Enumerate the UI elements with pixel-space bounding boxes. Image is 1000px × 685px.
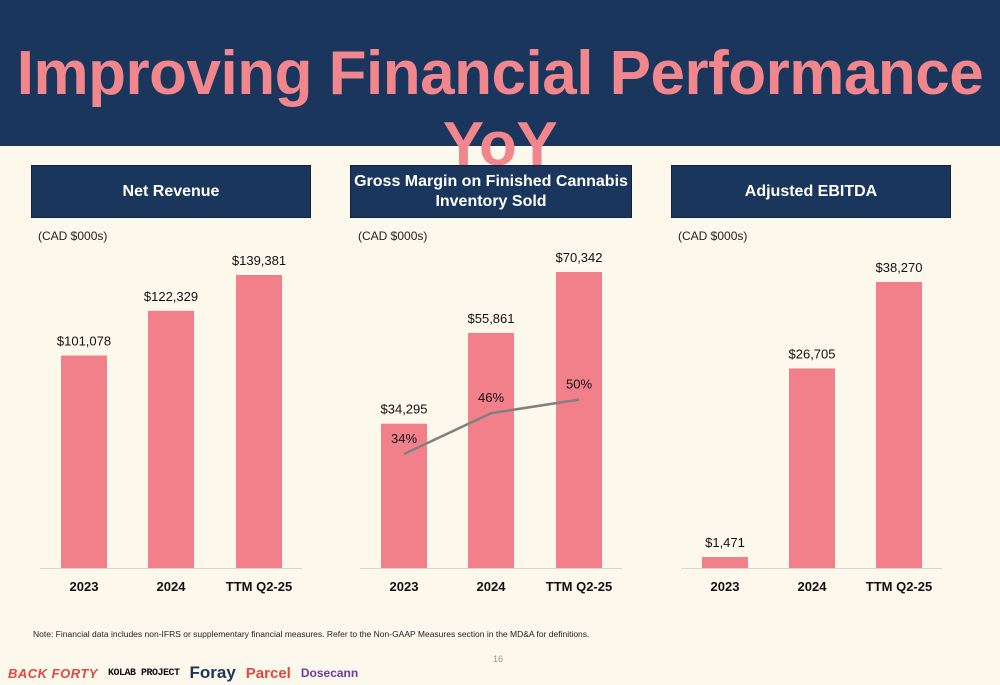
chart-1-value-label-0: $34,295 bbox=[381, 402, 428, 417]
chart-1-margin-label-1: 46% bbox=[478, 390, 504, 405]
unit-label-adjusted-ebitda: (CAD $000s) bbox=[678, 229, 748, 243]
chart-2-value-label-1: $26,705 bbox=[789, 346, 836, 361]
brand-logo-parcel: Parcel bbox=[245, 664, 291, 682]
panel-title-adjusted-ebitda: Adjusted EBITDA bbox=[671, 165, 951, 218]
chart-0-bar-1 bbox=[148, 310, 194, 568]
chart-2-category-label-2: TTM Q2-25 bbox=[866, 579, 932, 594]
chart-2-bar-1 bbox=[789, 368, 835, 568]
chart-1-margin-label-0: 34% bbox=[391, 431, 417, 446]
chart-1-bar-1 bbox=[468, 332, 514, 568]
chart-0-bar-2 bbox=[236, 275, 282, 568]
unit-label-gross-margin: (CAD $000s) bbox=[358, 229, 428, 243]
chart-0-category-label-2: TTM Q2-25 bbox=[226, 579, 292, 594]
brand-logo-kolab-project: KOLAB PROJECT bbox=[107, 667, 180, 679]
chart-2-value-label-0: $1,471 bbox=[705, 535, 745, 550]
brand-logo-back-forty: BACK FORTY bbox=[8, 665, 98, 681]
page-title: Improving Financial Performance YoY bbox=[16, 39, 984, 179]
chart-1-category-label-1: 2024 bbox=[477, 579, 507, 594]
chart-1-category-label-0: 2023 bbox=[390, 579, 419, 594]
unit-label-net-revenue: (CAD $000s) bbox=[38, 229, 108, 243]
chart-2-bar-2 bbox=[876, 282, 922, 568]
footnote: Note: Financial data includes non-IFRS o… bbox=[33, 629, 590, 639]
page-number: 16 bbox=[493, 654, 504, 664]
chart-2-category-label-1: 2024 bbox=[798, 579, 828, 594]
brand-logo-foray: Foray bbox=[189, 663, 236, 682]
chart-0-value-label-0: $101,078 bbox=[57, 334, 111, 349]
chart-1-margin-line bbox=[403, 398, 580, 456]
chart-0-value-label-2: $139,381 bbox=[232, 253, 286, 268]
chart-1-value-label-2: $70,342 bbox=[556, 250, 603, 265]
chart-1-margin-label-2: 50% bbox=[566, 377, 592, 392]
chart-0-bar-0 bbox=[61, 355, 107, 568]
chart-1-bar-2 bbox=[556, 272, 602, 568]
panel-title-gross-margin: Gross Margin on Finished Cannabis Invent… bbox=[350, 165, 632, 218]
chart-0-category-label-1: 2024 bbox=[157, 579, 187, 594]
brand-logos: BACK FORTY KOLAB PROJECT Foray Parcel Do… bbox=[8, 662, 358, 684]
header-banner: Improving Financial Performance YoY bbox=[0, 0, 1000, 179]
chart-2-value-label-2: $38,270 bbox=[876, 260, 923, 275]
chart-2-bar-0 bbox=[702, 557, 748, 568]
chart-0-category-label-0: 2023 bbox=[70, 579, 99, 594]
panel-title-net-revenue: Net Revenue bbox=[31, 165, 311, 218]
chart-2-category-label-0: 2023 bbox=[711, 579, 740, 594]
chart-1-value-label-1: $55,861 bbox=[468, 311, 515, 326]
brand-logo-dosecann: Dosecann bbox=[300, 666, 359, 680]
chart-0-value-label-1: $122,329 bbox=[144, 289, 198, 304]
chart-1-category-label-2: TTM Q2-25 bbox=[546, 579, 612, 594]
